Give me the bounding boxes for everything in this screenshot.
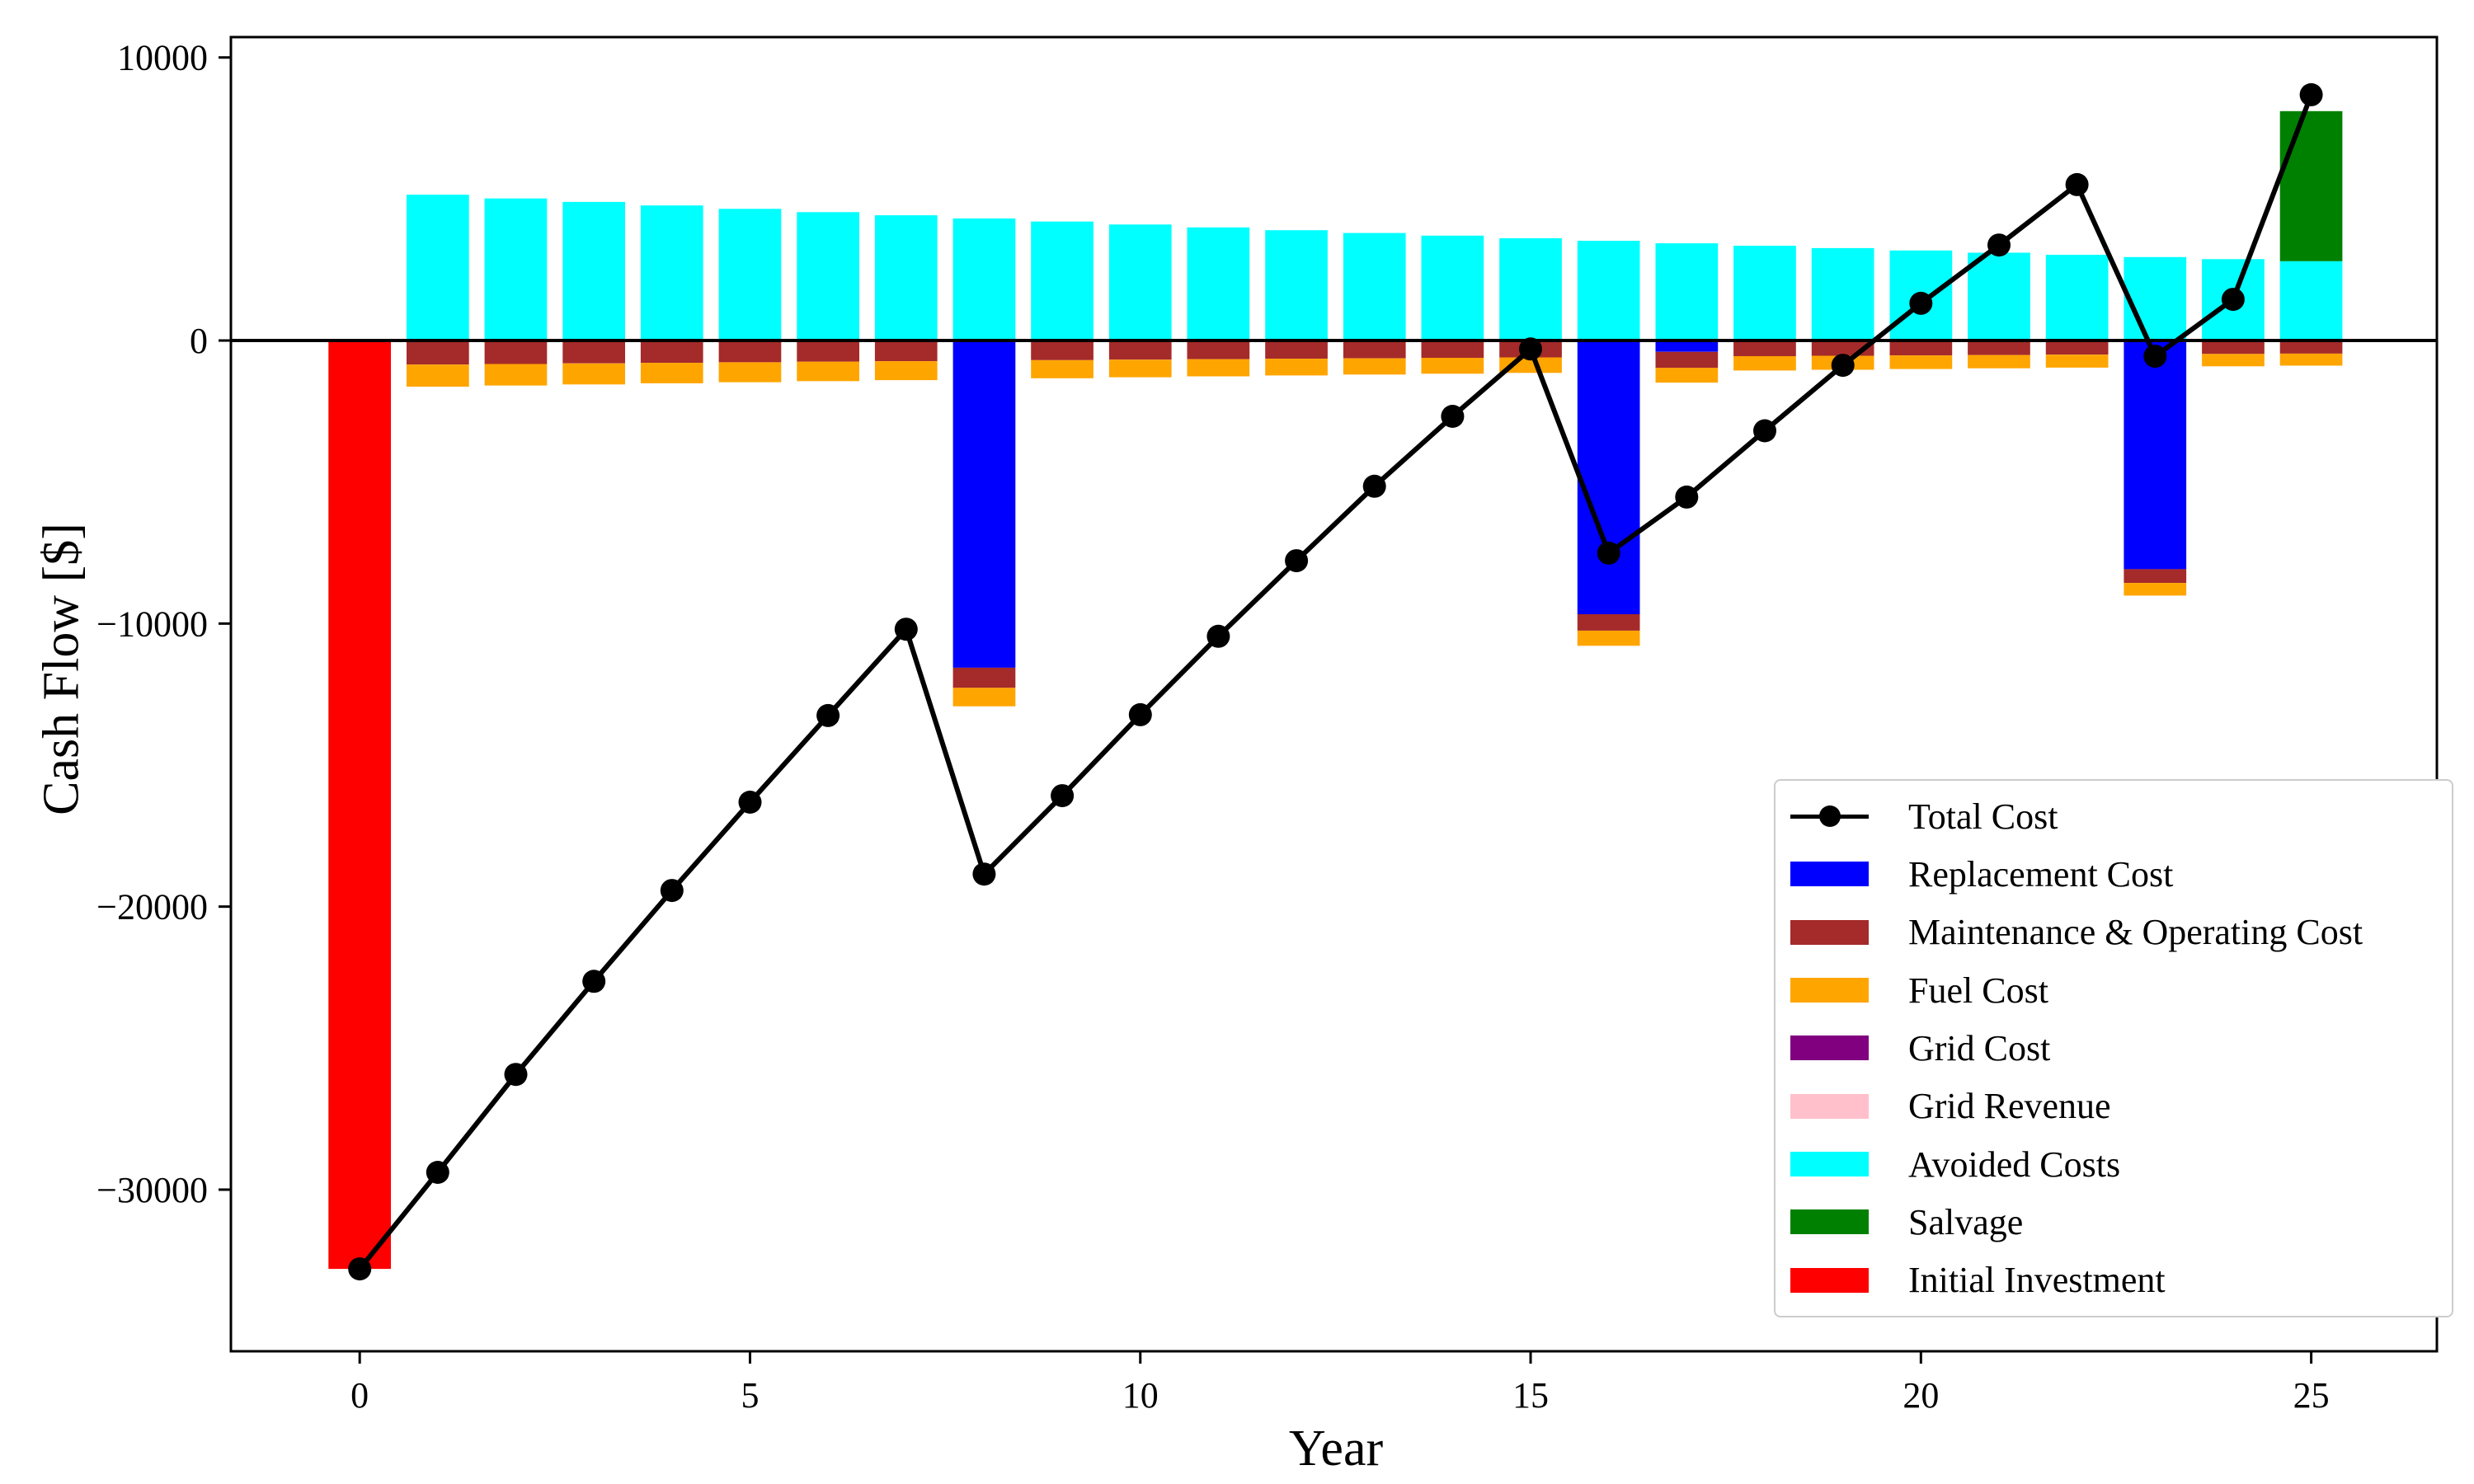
fuel-swatch-icon: [1790, 978, 1869, 1003]
x-tick-label: 5: [741, 1375, 759, 1416]
salvage-swatch-icon: [1790, 1209, 1869, 1235]
bars-fuel: [407, 353, 2343, 707]
legend-label: Initial Investment: [1908, 1260, 2166, 1301]
bars-salvage: [2279, 110, 2343, 261]
total-cost-marker: [1285, 549, 1309, 573]
legend-item-initial-investment: Initial Investment: [1790, 1253, 2443, 1308]
maintenance-swatch-icon: [1790, 919, 1869, 945]
bars-replacement: [952, 340, 2187, 668]
total-cost-marker: [1441, 405, 1465, 428]
total-cost-marker: [1831, 354, 1855, 378]
total-cost-marker: [1753, 419, 1776, 443]
total-cost-line: [348, 82, 2323, 1281]
legend-item-total-cost: Total Cost: [1790, 789, 2443, 843]
total-cost-line-swatch-icon: [1790, 804, 1869, 829]
total-cost-marker: [426, 1161, 449, 1184]
y-tick-label: 10000: [117, 38, 208, 78]
x-tick-label: 15: [1512, 1375, 1549, 1416]
initial-investment-swatch-icon: [1790, 1267, 1869, 1293]
legend: Total Cost Replacement Cost Maintenance …: [1774, 779, 2453, 1317]
total-cost-marker: [1909, 291, 1933, 315]
plot-border: [229, 35, 2439, 1353]
legend-label: Avoided Costs: [1908, 1144, 2121, 1185]
replacement-swatch-icon: [1790, 862, 1869, 887]
total-cost-marker: [1128, 702, 1152, 726]
grid-cost-swatch-icon: [1790, 1036, 1869, 1061]
y-tick-label: −10000: [96, 603, 208, 644]
total-cost-marker: [2299, 82, 2323, 106]
total-cost-marker: [2221, 288, 2245, 312]
legend-label: Grid Revenue: [1908, 1086, 2111, 1127]
total-cost-marker: [348, 1257, 372, 1281]
legend-item-avoided-costs: Avoided Costs: [1790, 1137, 2443, 1191]
x-axis-title: Year: [1288, 1421, 1384, 1477]
total-cost-marker: [816, 703, 840, 727]
legend-item-salvage: Salvage: [1790, 1195, 2443, 1249]
total-cost-marker: [1519, 337, 1542, 361]
total-cost-marker: [1675, 485, 1699, 509]
total-cost-marker: [1206, 624, 1230, 648]
bars-avoided: [407, 195, 2343, 341]
x-axis: 0 5 10 15 20 25: [350, 1351, 2330, 1416]
y-tick-label: 0: [190, 321, 208, 361]
y-tick-label: −20000: [96, 887, 208, 928]
x-tick-label: 25: [2293, 1375, 2330, 1416]
legend-item-replacement-cost: Replacement Cost: [1790, 847, 2443, 901]
total-cost-marker: [2143, 345, 2167, 369]
total-cost-marker: [1987, 233, 2011, 257]
legend-label: Replacement Cost: [1908, 853, 2174, 895]
y-tick-label: −30000: [96, 1170, 208, 1210]
y-axis: 10000 0 −10000 −20000 −30000: [96, 38, 231, 1210]
y-axis-title: Cash Flow [$]: [33, 523, 90, 815]
total-cost-marker: [894, 618, 918, 641]
legend-label: Salvage: [1908, 1201, 2024, 1242]
x-tick-label: 10: [1122, 1375, 1159, 1416]
total-cost-marker: [1597, 541, 1620, 565]
grid-revenue-swatch-icon: [1790, 1093, 1869, 1119]
total-cost-marker: [660, 879, 684, 903]
x-tick-label: 0: [350, 1375, 369, 1416]
total-cost-marker: [504, 1063, 528, 1087]
x-tick-label: 20: [1903, 1375, 1939, 1416]
legend-item-grid-cost: Grid Cost: [1790, 1021, 2443, 1075]
total-cost-marker: [1362, 474, 1386, 498]
legend-item-grid-revenue: Grid Revenue: [1790, 1079, 2443, 1134]
total-cost-marker: [582, 970, 606, 993]
bars-maintenance: [407, 340, 2343, 688]
bars-initial_investment: [328, 340, 391, 1270]
avoided-costs-swatch-icon: [1790, 1152, 1869, 1177]
total-cost-marker: [972, 862, 996, 886]
legend-label: Fuel Cost: [1908, 970, 2048, 1011]
legend-label: Maintenance & Operating Cost: [1908, 912, 2363, 953]
legend-item-maintenance-cost: Maintenance & Operating Cost: [1790, 905, 2443, 960]
total-cost-marker: [1051, 784, 1075, 808]
legend-item-fuel-cost: Fuel Cost: [1790, 963, 2443, 1017]
legend-label: Total Cost: [1908, 796, 2058, 837]
legend-label: Grid Cost: [1908, 1027, 2051, 1068]
total-cost-marker: [2065, 172, 2089, 196]
total-cost-marker: [738, 791, 762, 814]
